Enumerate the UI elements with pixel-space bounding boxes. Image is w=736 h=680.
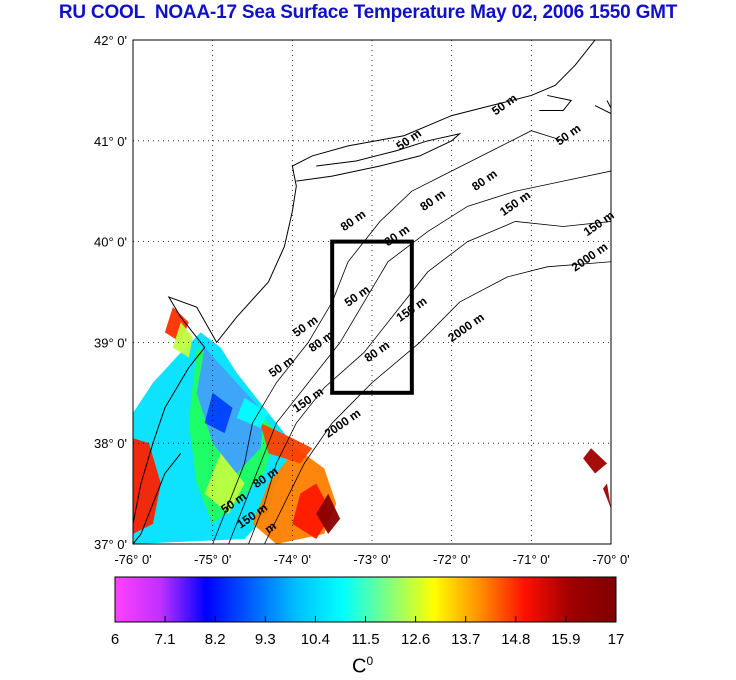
- colorbar-tick-label: 10.4: [301, 631, 330, 648]
- contour-label: 80 m: [382, 222, 412, 249]
- contour-label: 50 m: [489, 91, 519, 118]
- axis-ticks: 42° 0' 41° 0' 40° 0' 39° 0' 38° 0' 37° 0'-76°…: [94, 33, 630, 567]
- sst-patch: [316, 493, 341, 534]
- unit-superscript: 0: [366, 654, 374, 668]
- contour-label: 50 m: [342, 282, 372, 309]
- lon-tick-label: -71° 0': [513, 552, 550, 567]
- coastline-segment: [133, 40, 596, 524]
- lat-tick-label: 38° 0': [94, 436, 127, 451]
- depth-contour: [264, 261, 611, 544]
- sst-patch: [292, 483, 333, 539]
- bathymetry-contours: [212, 130, 611, 544]
- contour-label: 50 m: [553, 121, 583, 148]
- contour-label: 50 m: [394, 126, 424, 153]
- lon-tick-label: -73° 0': [353, 552, 390, 567]
- coastline-segment: [539, 94, 573, 112]
- contour-label: 80 m: [417, 187, 447, 214]
- depth-contour: [212, 130, 564, 544]
- sst-imagery: [133, 307, 611, 544]
- contour-label: 2000 m: [569, 239, 610, 274]
- colorbar-tick-label: 9.3: [255, 631, 276, 648]
- lat-tick-label: 39° 0': [94, 335, 127, 350]
- colorbar-tick-label: 7.1: [155, 631, 176, 648]
- lon-tick-label: -70° 0': [592, 552, 629, 567]
- study-area-box[interactable]: [330, 239, 414, 395]
- contour-label: 2000 m: [322, 406, 363, 441]
- lat-tick-label: 42° 0': [94, 33, 127, 48]
- colorbar-tick-label: 6: [111, 631, 119, 648]
- lon-tick-label: -74° 0': [274, 552, 311, 567]
- contour-label: 150 m: [497, 188, 533, 219]
- colorbar-ticks: 6 7.1 8.2 9.3 10.4 11.5 12.6 13.7 14.8 15.9 17: [111, 616, 625, 648]
- coastline-segment: [133, 452, 182, 544]
- lat-tick-label: 41° 0': [94, 134, 127, 149]
- lat-tick-label: 40° 0': [94, 235, 127, 250]
- colorbar-tick-label: 15.9: [551, 631, 580, 648]
- colorbar-tick-label: 14.8: [501, 631, 530, 648]
- sst-patch: [236, 397, 269, 429]
- sst-patch: [172, 322, 193, 358]
- lon-tick-label: -76° 0': [114, 552, 151, 567]
- colorbar-tick-label: 17: [608, 631, 625, 648]
- lon-tick-label: -75° 0': [194, 552, 231, 567]
- sst-patch: [603, 483, 611, 509]
- sst-patch: [204, 453, 245, 514]
- colorbar-gradient: [114, 576, 617, 623]
- coastline: [133, 40, 611, 544]
- contour-label: 80 m: [338, 207, 368, 234]
- lat-tick-label: 37° 0': [94, 537, 127, 552]
- coastline-segment: [296, 132, 462, 182]
- map-title: RU COOL NOAA-17 Sea Surface Temperature …: [58, 2, 678, 23]
- contour-label: 150 m: [290, 384, 326, 415]
- depth-contour: [228, 170, 611, 544]
- coastline-segment: [594, 100, 611, 115]
- contour-label: 80 m: [469, 166, 499, 193]
- depth-contour: [248, 221, 611, 544]
- lon-tick-label: -72° 0': [433, 552, 470, 567]
- colorbar-tick-label: 8.2: [205, 631, 226, 648]
- colorbar-tick-label: 12.6: [401, 631, 430, 648]
- sst-patch: [204, 392, 233, 434]
- contour-label: 80 m: [362, 338, 392, 365]
- colorbar: 6 7.1 8.2 9.3 10.4 11.5 12.6 13.7 14.8 15.9 17: [111, 576, 625, 648]
- colorbar-tick-label: 13.7: [451, 631, 480, 648]
- unit-text: C: [352, 655, 367, 678]
- sst-patch: [583, 448, 608, 474]
- map-frame: [132, 39, 612, 545]
- colorbar-unit-label: C0: [352, 654, 373, 679]
- colorbar-tick-label: 11.5: [351, 631, 379, 648]
- sst-patch: [133, 438, 161, 534]
